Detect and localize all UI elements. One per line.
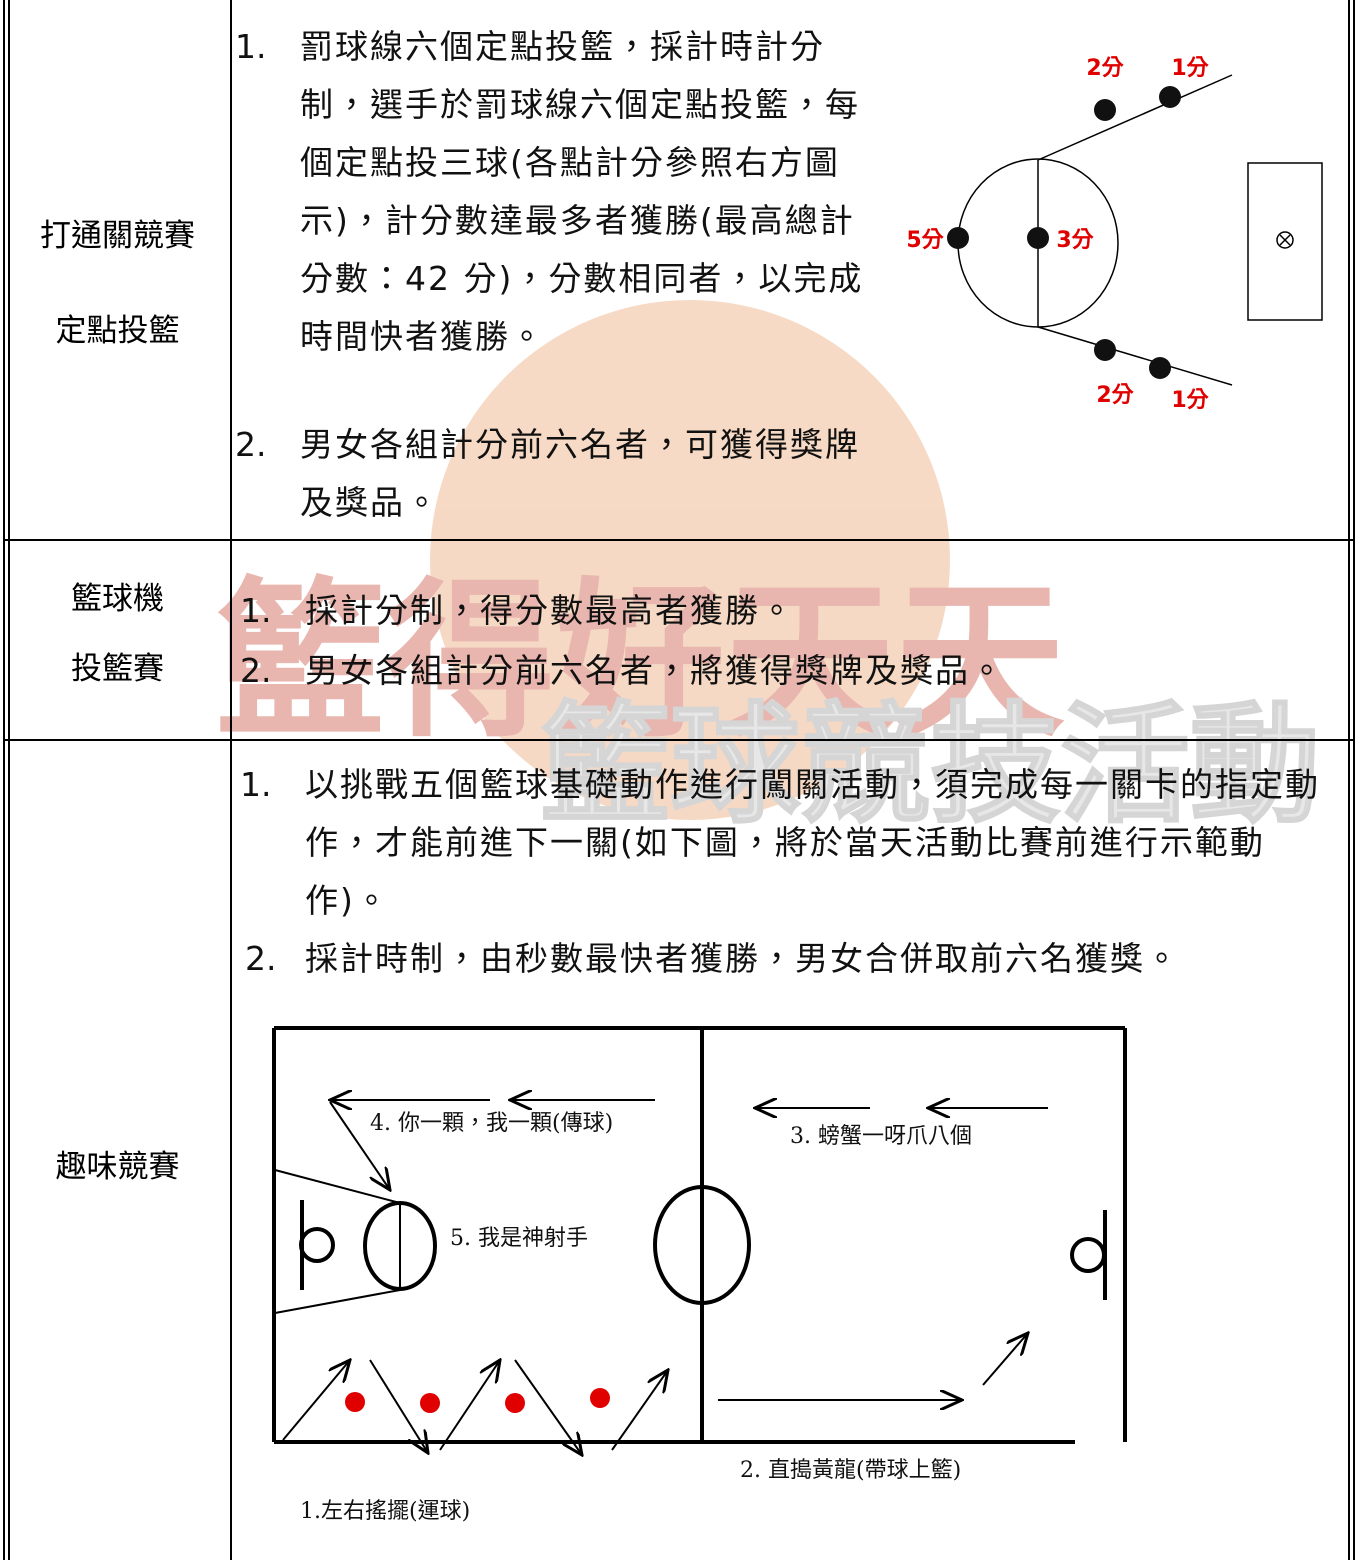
point-label: 1分 [1171,56,1209,81]
point-label: 2分 [1086,56,1124,81]
item-number: 1. [240,591,272,630]
watermark-text: 籃得好天天 [215,563,1065,761]
item-text: 採計分制，得分數最高者獲勝。 [305,591,795,630]
row-label: 定點投籃 [55,313,180,349]
row-label: 打通關競賽 [40,218,195,254]
drill-label: 4. 你一顆，我一顆(傳球) [370,1111,613,1136]
court-diagram: 4. 你一顆，我一顆(傳球) 3. 螃蟹一呀爪八個 5. 我是神射手 2. 直搗… [272,1026,1127,1524]
item-number: 2. [245,939,277,978]
point-label: 2分 [1096,383,1134,408]
drill-label: 1.左右搖擺(運球) [300,1499,470,1524]
point-label: 1分 [1171,388,1209,413]
row-label: 趣味競賽 [55,1149,180,1185]
point-label: 5分 [906,228,944,253]
drill-label: 2. 直搗黃龍(帶球上籃) [740,1458,961,1483]
free-throw-diagram: 2分 1分 5分 3分 2分 1分 [906,56,1323,413]
row-label: 籃球機 [71,581,164,617]
item-text: 以挑戰五個籃球基礎動作進行闖關活動，須完成每一關卡的指定動作，才能前進下一關(如… [305,765,1320,920]
item-number: 1. [235,27,267,66]
point-label: 3分 [1056,228,1094,253]
drill-label: 5. 我是神射手 [450,1226,588,1251]
item-text: 男女各組計分前六名者，可獲得獎牌及獎品。 [300,425,860,522]
item-number: 1. [240,765,272,804]
drill-label: 3. 螃蟹一呀爪八個 [790,1124,972,1149]
watermark-text: 籃球競技活動 [540,689,1320,841]
table-lines [3,0,1355,1560]
row-label: 投籃賽 [71,651,164,687]
item-number: 2. [240,651,272,690]
item-text: 罰球線六個定點投籃，採計時計分制，選手於罰球線六個定點投籃，每個定點投三球(各點… [300,27,864,356]
item-text: 採計時制，由秒數最快者獲勝，男女合併取前六名獲獎。 [305,939,1180,978]
item-text: 男女各組計分前六名者，將獲得獎牌及獎品。 [305,651,1005,690]
watermark: 籃得好天天 籃球競技活動 [215,300,1321,842]
watermark-ball [430,300,950,820]
item-number: 2. [235,425,267,464]
